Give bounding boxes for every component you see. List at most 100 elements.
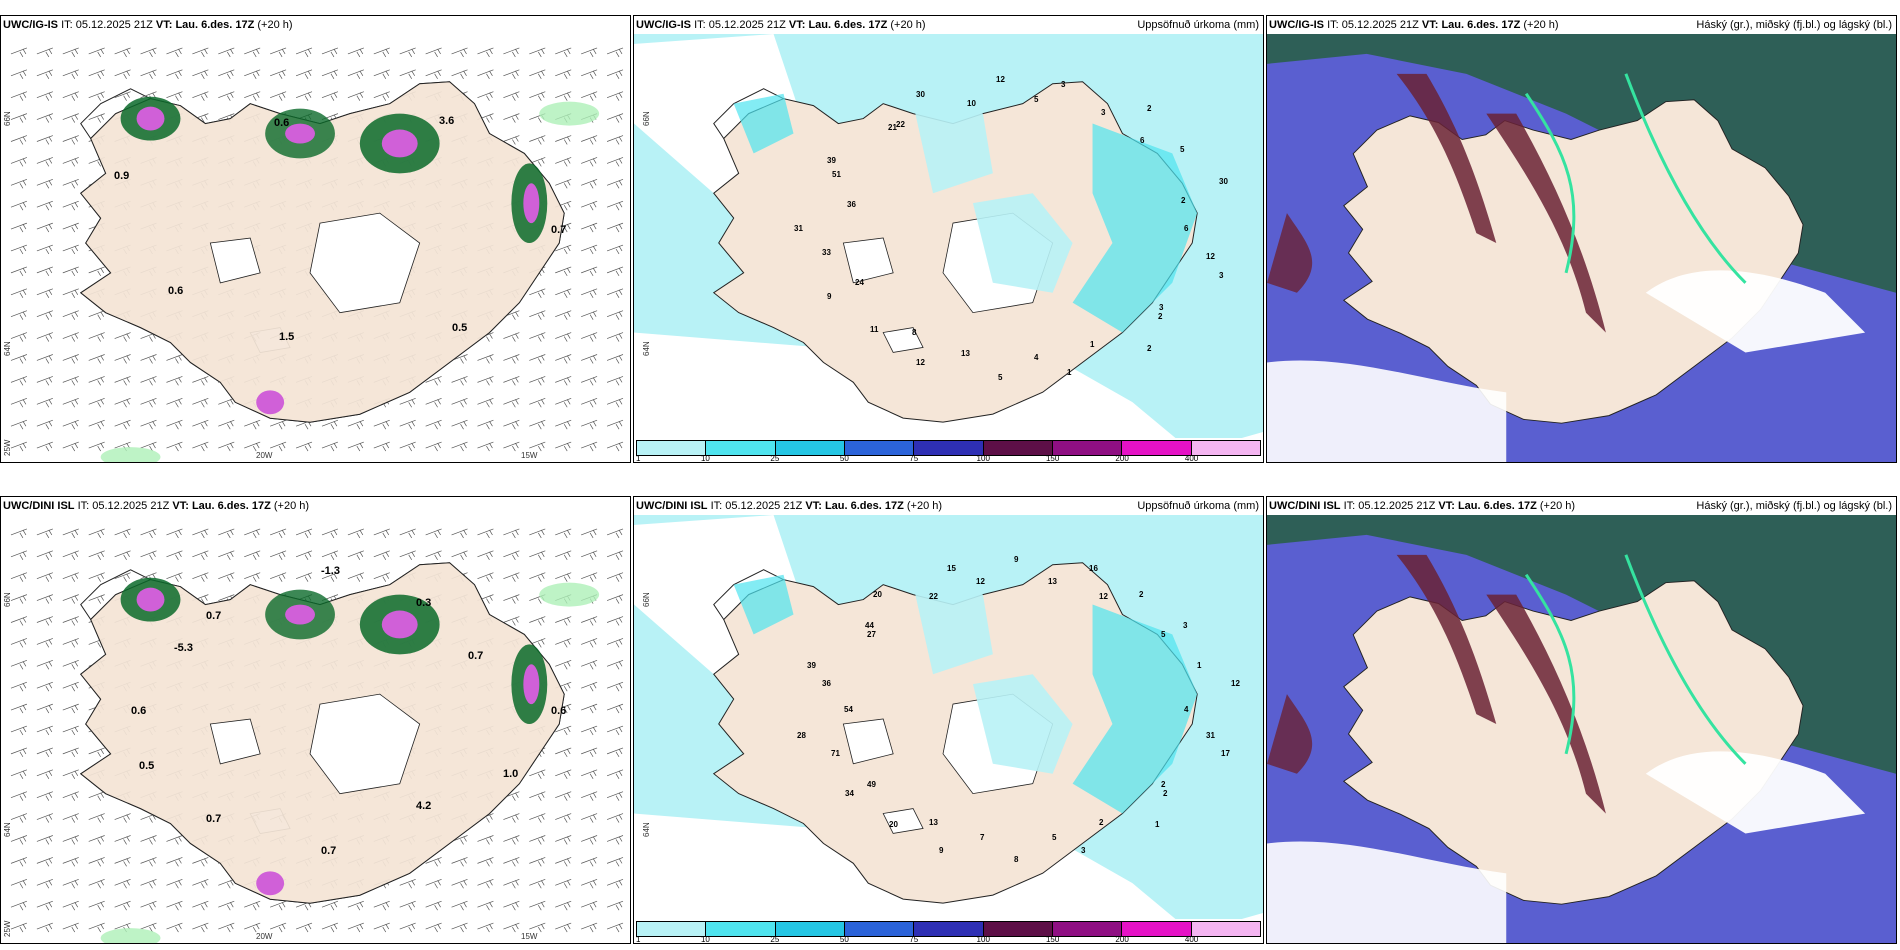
precip-cell	[256, 390, 285, 415]
wind-barb	[503, 441, 520, 452]
wind-barb	[10, 616, 28, 626]
wind-barb	[62, 659, 79, 670]
mid-cloud-band	[1486, 113, 1606, 333]
wind-barb	[36, 397, 53, 408]
wind-barb	[10, 550, 28, 560]
precip-area	[913, 584, 993, 675]
wind-barb	[36, 900, 53, 911]
wind-barb	[529, 354, 546, 364]
wind-barb	[166, 550, 183, 560]
wind-barb	[555, 91, 572, 101]
wind-barb	[114, 332, 131, 342]
wind-barb	[36, 200, 53, 211]
vt-label: VT:	[788, 19, 806, 31]
coastline	[80, 569, 151, 620]
panel-variable-title: Háský (gr.), miðský (fj.bl.) og lágský (…	[1696, 19, 1892, 31]
precip-cell	[285, 604, 316, 625]
wind-barb	[606, 91, 624, 101]
longitude-label: 15W	[521, 932, 538, 941]
wind-barb	[62, 747, 79, 758]
wind-barb	[555, 354, 572, 364]
wind-barb	[581, 572, 598, 582]
longitude-label: 20W	[256, 932, 273, 941]
wind-barb	[581, 747, 598, 758]
precip-cell	[136, 106, 165, 131]
wind-barb	[321, 69, 339, 79]
wind-barb	[88, 69, 105, 79]
wind-barb	[10, 222, 28, 233]
wind-barb	[36, 725, 53, 736]
wind-barb	[477, 376, 494, 386]
wind-barb	[10, 835, 28, 845]
wind-barb	[606, 769, 624, 779]
wind-barb	[140, 419, 157, 430]
wind-barb	[529, 397, 546, 408]
wind-barb	[347, 419, 364, 430]
precip-area	[733, 574, 794, 635]
colorbar-swatch	[983, 922, 1053, 936]
vt-label: VT:	[172, 500, 189, 512]
wind-barb	[581, 900, 598, 911]
wind-barb	[10, 594, 28, 604]
wind-barb	[218, 922, 235, 933]
wind-barb	[581, 659, 598, 670]
latitude-label: 25W	[3, 920, 12, 937]
wind-barb	[399, 528, 416, 539]
precip-cell	[381, 610, 418, 639]
wind-barb	[62, 244, 79, 255]
wind-barb	[166, 441, 183, 452]
wind-barb	[114, 69, 131, 79]
glacier	[882, 327, 924, 353]
it-value: 05.12.2025 21Z	[1341, 19, 1419, 31]
wind-barb	[347, 528, 364, 539]
wind-barb	[192, 550, 209, 560]
wind-barb	[606, 288, 624, 298]
wind-barb	[62, 638, 79, 648]
colorbar-swatch	[1052, 441, 1123, 455]
wind-barb	[606, 200, 624, 211]
glacier	[209, 237, 261, 284]
wind-barb	[503, 419, 520, 430]
wind-barb	[10, 376, 28, 386]
wind-barb	[581, 69, 598, 79]
wind-barb	[555, 376, 572, 386]
panel-title: UWC/IG-IS IT: 05.12.2025 21Z VT: Lau. 6.…	[1, 16, 630, 34]
wind-barb	[244, 441, 261, 452]
wind-barb	[166, 397, 183, 408]
wind-barb	[581, 178, 598, 189]
wind-barb	[477, 47, 494, 58]
wind-barb	[10, 178, 28, 189]
wind-barb	[62, 419, 79, 430]
wind-barb	[581, 376, 598, 386]
wind-barb	[606, 397, 624, 408]
wind-barb	[555, 69, 572, 79]
wind-barb	[503, 878, 520, 889]
latitude-label: 25W	[3, 439, 12, 456]
wind-barb	[529, 332, 546, 342]
wind-barb	[399, 397, 416, 408]
wind-barb	[399, 878, 416, 889]
colorbar-tick: 100	[976, 454, 990, 463]
vt-label: VT:	[1438, 500, 1455, 512]
wind-barb	[62, 113, 79, 123]
wind-barb	[166, 354, 183, 364]
wind-barb	[503, 528, 520, 539]
wind-barb	[529, 550, 546, 560]
vt-value: Lau. 6.des. 17Z	[808, 19, 888, 31]
colorbar-swatch	[844, 922, 915, 936]
wind-barb	[10, 813, 28, 823]
model-name: UWC/IG-IS	[1269, 19, 1324, 31]
wind-barb	[36, 835, 53, 845]
glacier	[842, 237, 894, 284]
lead-time: (+20 h)	[257, 19, 293, 31]
wind-barb	[555, 616, 572, 626]
wind-barb	[244, 91, 261, 101]
wind-barb	[192, 47, 209, 58]
wind-barb	[192, 419, 209, 430]
wind-barb	[477, 441, 494, 452]
wind-barb	[555, 813, 572, 823]
colorbar-swatch	[775, 922, 845, 936]
wind-barb	[88, 900, 105, 911]
wind-barb	[555, 659, 572, 670]
wind-barb	[425, 47, 442, 58]
